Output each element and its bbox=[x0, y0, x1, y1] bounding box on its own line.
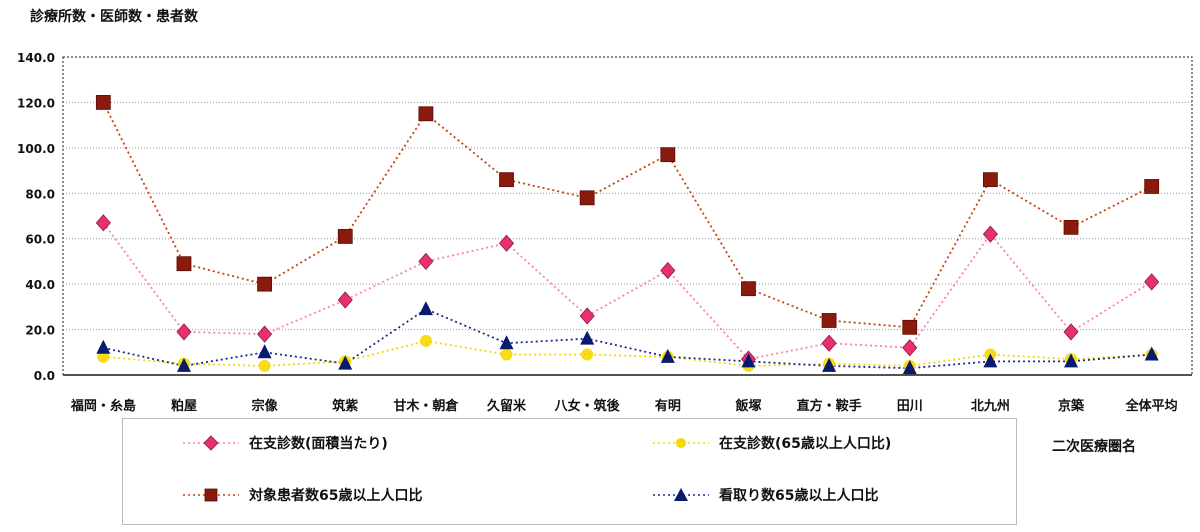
data-point-square bbox=[660, 147, 676, 163]
data-point-diamond bbox=[821, 334, 837, 352]
y-tick-label: 60.0 bbox=[25, 233, 55, 247]
y-tick-label: 20.0 bbox=[25, 324, 55, 338]
data-point-square bbox=[176, 256, 192, 272]
data-point-square bbox=[1063, 219, 1079, 235]
data-point-square bbox=[821, 313, 837, 328]
x-tick-label: 宗像 bbox=[252, 398, 279, 414]
data-point-square bbox=[337, 229, 353, 244]
data-point-triangle bbox=[499, 335, 514, 350]
x-tick-label: 北九州 bbox=[971, 399, 1010, 414]
legend-marker-square-icon bbox=[183, 488, 239, 502]
legend-marker-diamond-icon bbox=[183, 435, 239, 451]
data-point-triangle bbox=[338, 355, 353, 370]
x-tick-label: 粕屋 bbox=[171, 398, 197, 414]
chart-plot: 0.0 20.0 40.0 60.0 80.0 100.0 120.0 140.0 福岡・糸島 粕… bbox=[17, 51, 1193, 414]
data-point-square bbox=[741, 281, 756, 297]
legend-item-series-1: 在支診数(面積当たり) bbox=[181, 433, 388, 453]
data-point-square bbox=[579, 190, 595, 206]
data-point-square bbox=[1144, 179, 1160, 194]
x-tick-label: 全体平均 bbox=[1125, 398, 1178, 414]
data-point-triangle bbox=[96, 339, 111, 354]
data-point-diamond bbox=[176, 323, 192, 341]
legend-marker-circle-icon bbox=[653, 438, 709, 448]
x-tick-label: 久留米 bbox=[487, 398, 527, 414]
data-point-square bbox=[418, 106, 434, 122]
data-point-circle bbox=[500, 348, 513, 361]
x-tick-label: 京築 bbox=[1058, 398, 1085, 414]
data-point-triangle bbox=[580, 330, 595, 345]
data-point-circle bbox=[419, 334, 432, 347]
data-point-triangle bbox=[176, 357, 191, 372]
x-tick-label: 有明 bbox=[655, 398, 681, 414]
data-point-square bbox=[902, 319, 918, 335]
legend-label: 看取り数65歳以上人口比 bbox=[719, 488, 879, 504]
legend-label: 対象患者数65歳以上人口比 bbox=[249, 488, 423, 504]
data-point-diamond bbox=[337, 291, 353, 309]
legend-marker-triangle-icon bbox=[653, 488, 709, 501]
y-tick-label: 100.0 bbox=[17, 142, 55, 156]
series-line bbox=[103, 308, 1152, 370]
data-point-diamond bbox=[982, 225, 998, 243]
x-tick-label: 八女・筑後 bbox=[554, 398, 621, 414]
series-line bbox=[103, 340, 1152, 367]
data-point-diamond bbox=[418, 252, 434, 271]
data-point-square bbox=[95, 95, 111, 110]
data-point-circle bbox=[97, 350, 110, 363]
data-point-diamond bbox=[579, 307, 595, 325]
plot-frame bbox=[62, 56, 1193, 376]
series-line bbox=[102, 222, 1153, 361]
legend-item-series-4: 看取り数65歳以上人口比 bbox=[651, 485, 878, 505]
y-tick-label: 40.0 bbox=[25, 278, 55, 292]
x-tick-label: 田川 bbox=[897, 399, 923, 414]
data-point-diamond bbox=[660, 261, 676, 280]
legend-item-series-2: 在支診数(65歳以上人口比) bbox=[651, 433, 891, 453]
y-axis-title: 診療所数・医師数・患者数 bbox=[30, 9, 198, 25]
data-point-diamond bbox=[1144, 273, 1160, 291]
legend-label: 在支診数(65歳以上人口比) bbox=[719, 436, 892, 452]
data-point-triangle bbox=[660, 348, 675, 363]
legend-item-series-3: 対象患者数65歳以上人口比 bbox=[181, 485, 422, 505]
data-point-triangle bbox=[983, 353, 998, 368]
data-point-diamond bbox=[902, 339, 918, 357]
y-tick-label: 120.0 bbox=[17, 96, 55, 110]
data-point-circle bbox=[258, 359, 271, 372]
legend: 在支診数(面積当たり) 在支診数(65歳以上人口比) 対象患者数65歳以上人口比… bbox=[122, 418, 1017, 525]
data-point-triangle bbox=[257, 344, 272, 359]
data-point-diamond bbox=[95, 214, 111, 232]
data-point-diamond bbox=[257, 325, 273, 343]
x-tick-label: 福岡・糸島 bbox=[70, 398, 136, 414]
series-line bbox=[102, 102, 1153, 329]
data-point-diamond bbox=[499, 234, 515, 252]
y-tick-label: 140.0 bbox=[17, 51, 55, 65]
y-tick-label: 80.0 bbox=[25, 187, 55, 201]
data-point-triangle bbox=[741, 353, 756, 368]
data-point-triangle bbox=[902, 360, 917, 375]
x-tick-label: 直方・鞍手 bbox=[797, 398, 862, 414]
data-point-diamond bbox=[1063, 323, 1079, 341]
data-point-circle bbox=[581, 348, 594, 361]
x-tick-label: 筑紫 bbox=[332, 398, 358, 414]
x-tick-label: 飯塚 bbox=[734, 398, 761, 414]
data-point-square bbox=[982, 172, 998, 188]
data-point-square bbox=[257, 276, 273, 292]
y-tick-label: 0.0 bbox=[34, 369, 55, 383]
data-point-triangle bbox=[418, 301, 433, 316]
x-tick-label: 甘木・朝倉 bbox=[393, 398, 459, 414]
data-point-square bbox=[499, 172, 514, 188]
legend-label: 在支診数(面積当たり) bbox=[249, 436, 388, 452]
data-point-triangle bbox=[1144, 346, 1159, 361]
x-axis-title: 二次医療圏名 bbox=[1052, 439, 1136, 455]
data-point-triangle bbox=[822, 357, 837, 372]
data-point-triangle bbox=[1064, 353, 1079, 368]
